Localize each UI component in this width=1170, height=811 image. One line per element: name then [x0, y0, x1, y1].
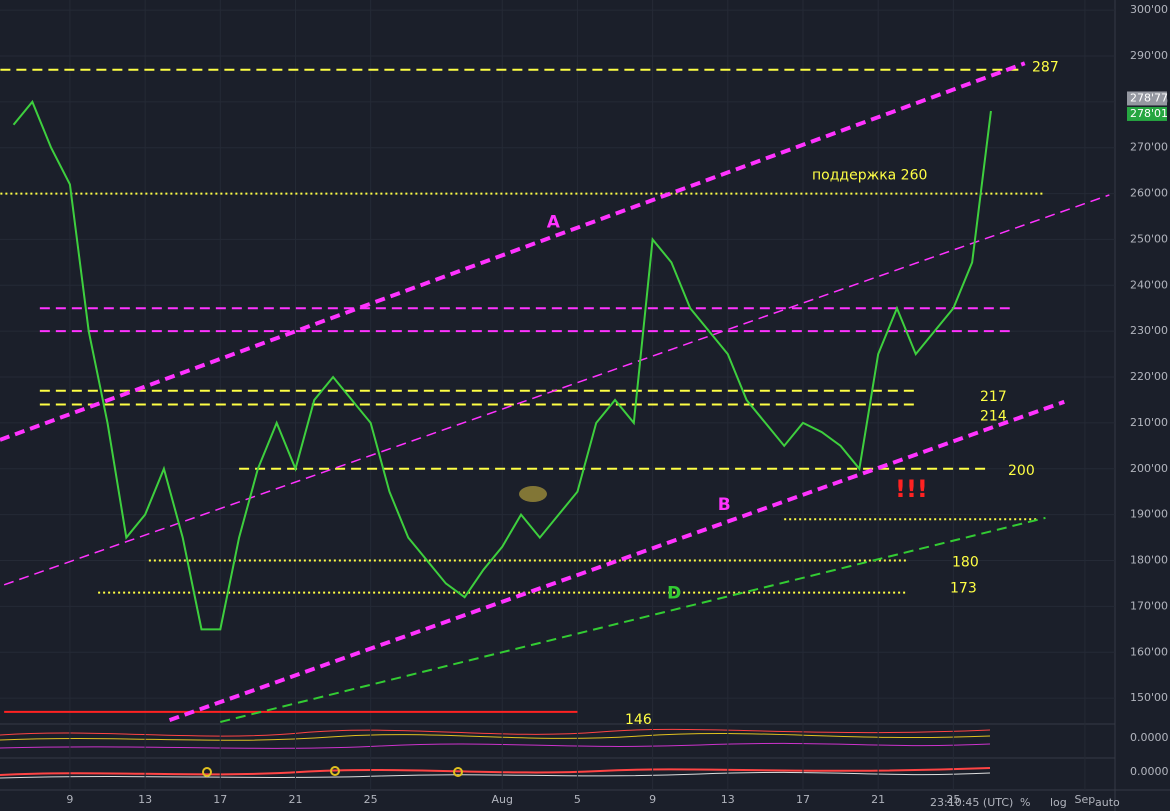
indicator-value: 0.0000: [1130, 765, 1169, 778]
price-line: [12, 99, 992, 631]
x-tick-label: 25: [364, 793, 378, 806]
indicator-line: [0, 767, 991, 776]
y-tick-label: 220'00: [1130, 370, 1168, 383]
x-tick-label: Sep: [1075, 793, 1096, 806]
trend-line: [0, 61, 1026, 442]
y-tick-label: 180'00: [1130, 554, 1168, 567]
percent-button[interactable]: %: [1020, 796, 1030, 809]
indicator-line: [0, 732, 991, 741]
y-tick-label: 290'00: [1130, 49, 1168, 62]
y-tick-label: 240'00: [1130, 278, 1168, 291]
y-tick-label: 160'00: [1130, 645, 1168, 658]
level-label: 180: [952, 555, 979, 571]
level-label: 146: [625, 712, 652, 728]
x-tick-label: 13: [138, 793, 152, 806]
x-tick-label: 13: [721, 793, 735, 806]
x-tick-label: 17: [213, 793, 227, 806]
y-tick-label: 260'00: [1130, 187, 1168, 200]
trend-label: A: [547, 213, 561, 233]
x-tick-label: 25: [946, 793, 960, 806]
x-tick-label: 21: [288, 793, 302, 806]
indicator-line: [0, 742, 991, 749]
y-tick-label: 250'00: [1130, 232, 1168, 245]
level-label: 200: [1008, 463, 1035, 479]
indicator-line: [0, 771, 991, 779]
auto-button[interactable]: auto: [1095, 796, 1120, 809]
trend-line: [3, 194, 1110, 586]
log-button[interactable]: log: [1050, 796, 1067, 809]
y-tick-label: 200'00: [1130, 462, 1168, 475]
y-tick-label: 230'00: [1130, 324, 1168, 337]
indicator-value: 0.0000: [1130, 731, 1169, 744]
x-tick-label: 5: [574, 793, 581, 806]
price-tag: [1127, 106, 1167, 121]
highlight: [519, 486, 547, 502]
trend-label: B: [718, 495, 731, 515]
marker: [453, 767, 463, 777]
trend-label: D: [667, 584, 681, 604]
price-tag-label: 278'01: [1130, 107, 1168, 120]
level-label: поддержка 260: [812, 168, 927, 184]
y-tick-label: 270'00: [1130, 141, 1168, 154]
price-tag: [1127, 91, 1167, 106]
trend-line: [220, 516, 1046, 723]
level-label: 287: [1032, 60, 1059, 76]
indicator-line: [0, 728, 991, 737]
y-tick-label: 170'00: [1130, 599, 1168, 612]
level-label: 217: [980, 389, 1007, 405]
x-tick-label: 9: [66, 793, 73, 806]
x-tick-label: Aug: [491, 793, 512, 806]
y-tick-label: 190'00: [1130, 508, 1168, 521]
y-tick-label: 150'00: [1130, 691, 1168, 704]
x-tick-label: 17: [796, 793, 810, 806]
annotation: !!!: [895, 475, 928, 503]
price-tag-label: 278'77: [1130, 91, 1168, 104]
level-label: 214: [980, 409, 1007, 425]
y-tick-label: 210'00: [1130, 416, 1168, 429]
x-tick-label: 9: [649, 793, 656, 806]
y-tick-label: 300'00: [1130, 3, 1168, 16]
trend-line: [168, 399, 1065, 723]
clock: 23:10:45 (UTC): [930, 796, 1013, 809]
level-label: 173: [950, 581, 977, 597]
marker: [330, 766, 340, 776]
marker: [202, 767, 212, 777]
x-tick-label: 21: [871, 793, 885, 806]
